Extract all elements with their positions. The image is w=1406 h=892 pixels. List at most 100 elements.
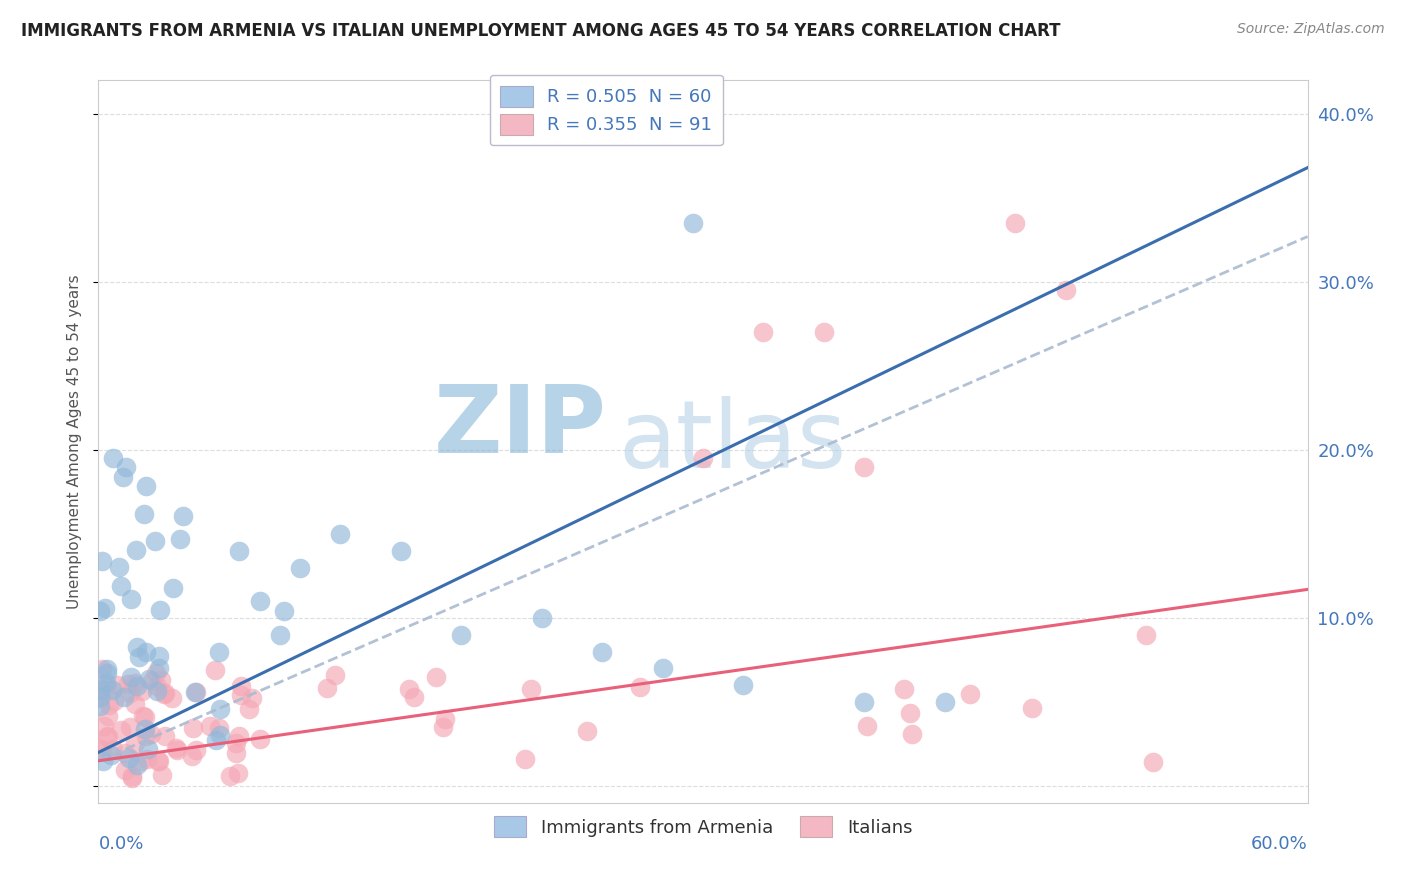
Point <box>139 727 162 741</box>
Point <box>184 742 207 756</box>
Point <box>855 719 877 733</box>
Point <box>901 727 924 741</box>
Point <box>108 559 131 574</box>
Point <box>288 560 311 574</box>
Point <box>228 729 250 743</box>
Point <box>105 678 128 692</box>
Point <box>112 690 135 704</box>
Text: 60.0%: 60.0% <box>1251 835 1308 854</box>
Point <box>134 710 156 724</box>
Point <box>959 687 981 701</box>
Point <box>166 743 188 757</box>
Point <box>129 755 152 769</box>
Point <box>853 459 876 474</box>
Point <box>162 581 184 595</box>
Point <box>141 674 163 689</box>
Point <box>149 673 172 687</box>
Point <box>101 742 124 756</box>
Point <box>114 746 136 760</box>
Point <box>125 542 148 557</box>
Point <box>169 532 191 546</box>
Point <box>225 736 247 750</box>
Point <box>91 554 114 568</box>
Point <box>752 326 775 340</box>
Point <box>204 663 226 677</box>
Point <box>238 702 260 716</box>
Point <box>97 730 120 744</box>
Point <box>249 731 271 746</box>
Point <box>148 754 170 768</box>
Point <box>94 676 117 690</box>
Point <box>90 743 112 757</box>
Point <box>231 688 253 702</box>
Point <box>135 752 157 766</box>
Point <box>96 666 118 681</box>
Point <box>1004 216 1026 230</box>
Point <box>100 747 122 762</box>
Point <box>103 693 125 707</box>
Point <box>183 684 205 698</box>
Point <box>148 649 170 664</box>
Point <box>89 690 111 705</box>
Point <box>125 757 148 772</box>
Point <box>138 742 160 756</box>
Point <box>89 698 111 713</box>
Point <box>813 326 835 340</box>
Point <box>121 771 143 785</box>
Point <box>94 601 117 615</box>
Point <box>135 478 157 492</box>
Point <box>150 768 173 782</box>
Point <box>124 675 146 690</box>
Point <box>153 687 176 701</box>
Point <box>138 672 160 686</box>
Point <box>134 507 156 521</box>
Point <box>134 722 156 736</box>
Point <box>124 736 146 750</box>
Point <box>228 766 250 780</box>
Point <box>127 640 149 654</box>
Point <box>434 712 457 726</box>
Point <box>219 769 242 783</box>
Point <box>101 683 124 698</box>
Point <box>591 644 613 658</box>
Point <box>692 451 714 466</box>
Point <box>135 645 157 659</box>
Text: 0.0%: 0.0% <box>98 835 143 854</box>
Point <box>208 728 231 742</box>
Point <box>149 603 172 617</box>
Legend: Immigrants from Armenia, Italians: Immigrants from Armenia, Italians <box>486 809 920 845</box>
Point <box>118 751 141 765</box>
Point <box>89 684 111 698</box>
Point <box>124 697 146 711</box>
Point <box>89 690 111 705</box>
Point <box>515 752 537 766</box>
Point <box>893 681 915 696</box>
Point <box>96 729 118 743</box>
Point <box>450 628 472 642</box>
Point <box>125 679 148 693</box>
Point <box>628 680 651 694</box>
Point <box>180 749 202 764</box>
Point <box>389 543 412 558</box>
Point <box>329 527 352 541</box>
Point <box>96 662 118 676</box>
Point <box>325 668 347 682</box>
Point <box>146 679 169 693</box>
Point <box>404 690 426 705</box>
Point <box>229 679 252 693</box>
Point <box>89 742 111 756</box>
Point <box>96 708 118 723</box>
Point <box>132 709 155 723</box>
Text: atlas: atlas <box>619 395 846 488</box>
Point <box>153 729 176 743</box>
Point <box>91 662 114 676</box>
Point <box>110 723 132 738</box>
Point <box>89 681 111 696</box>
Point <box>398 681 420 696</box>
Point <box>118 686 141 700</box>
Point <box>205 732 228 747</box>
Text: IMMIGRANTS FROM ARMENIA VS ITALIAN UNEMPLOYMENT AMONG AGES 45 TO 54 YEARS CORREL: IMMIGRANTS FROM ARMENIA VS ITALIAN UNEMP… <box>21 22 1060 40</box>
Point <box>114 460 136 475</box>
Point <box>208 721 231 735</box>
Point <box>269 628 291 642</box>
